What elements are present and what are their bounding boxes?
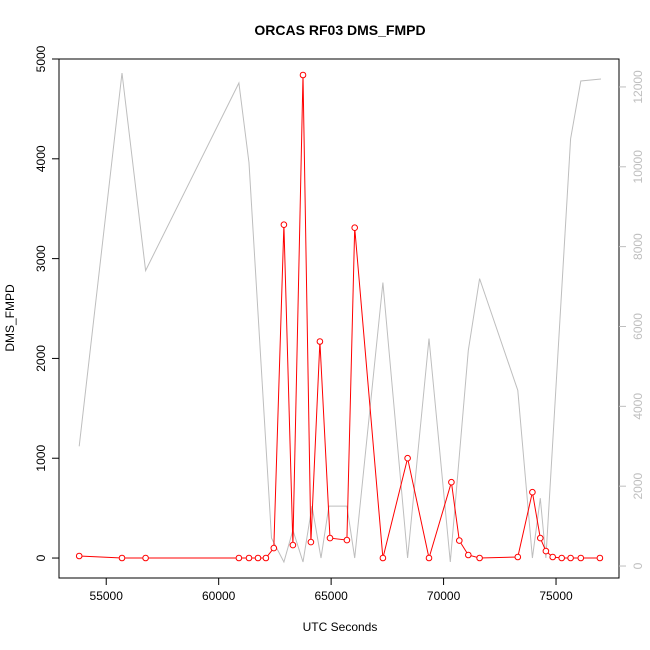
data-point: [343, 536, 351, 544]
data-point: [465, 551, 472, 559]
y-left-tick-label: 3000: [34, 245, 48, 272]
data-point: [529, 488, 536, 496]
y-right-tick-label: 10000: [631, 150, 645, 184]
x-tick-label: 70000: [427, 589, 461, 603]
y-left-tick-label: 5000: [34, 45, 48, 72]
data-point: [289, 541, 297, 549]
y-right-tick-label: 6000: [631, 313, 645, 340]
x-tick-label: 55000: [90, 589, 124, 603]
data-point: [118, 554, 126, 562]
y-right-tick-label: 8000: [631, 233, 645, 260]
data-point: [351, 224, 359, 231]
data-point: [245, 554, 253, 562]
data-point: [75, 552, 83, 560]
data-point: [537, 534, 544, 542]
data-point: [307, 538, 315, 546]
y-axis-right: 0 2000 4000 6000 8000 10000 12000: [619, 70, 645, 569]
data-point: [262, 554, 270, 562]
data-point: [456, 537, 463, 544]
y-right-tick-label: 4000: [631, 393, 645, 420]
y-axis-left: 0 1000 2000 3000 4000 5000: [34, 45, 59, 561]
x-tick-label: 65000: [314, 589, 348, 603]
y-right-tick-label: 0: [631, 562, 645, 569]
data-point: [514, 553, 522, 561]
y-axis-label: DMS_FMPD: [3, 284, 17, 352]
data-point: [326, 534, 334, 542]
y-left-tick-label: 1000: [34, 445, 48, 472]
data-point: [316, 338, 324, 345]
y-right-tick-label: 12000: [631, 70, 645, 104]
data-point: [299, 71, 307, 79]
data-point: [235, 554, 243, 562]
data-point: [577, 554, 585, 562]
y-left-tick-label: 4000: [34, 145, 48, 172]
data-point: [567, 554, 574, 562]
x-axis: 55000 60000 65000 70000 75000: [90, 578, 573, 603]
data-point: [379, 554, 387, 562]
data-point: [549, 553, 557, 561]
data-point: [142, 554, 149, 562]
x-tick-label: 60000: [202, 589, 236, 603]
x-axis-label: UTC Seconds: [303, 620, 378, 634]
series-primary: [75, 71, 604, 562]
secondary-line: [78, 72, 602, 564]
primary-line: [79, 74, 600, 559]
data-point: [596, 554, 604, 562]
y-left-tick-label: 2000: [34, 345, 48, 372]
data-point: [270, 544, 278, 552]
data-point: [542, 547, 550, 555]
data-point: [476, 554, 483, 562]
data-point: [404, 454, 411, 462]
data-point: [280, 221, 288, 228]
data-point: [425, 554, 433, 562]
data-point: [558, 554, 566, 562]
y-left-tick-label: 0: [34, 554, 48, 561]
x-tick-label: 75000: [539, 589, 573, 603]
plot-frame: [58, 58, 620, 579]
data-point: [448, 478, 455, 486]
data-point: [254, 554, 262, 562]
chart-title: ORCAS RF03 DMS_FMPD: [254, 22, 425, 38]
y-right-tick-label: 2000: [631, 473, 645, 500]
series-secondary: [78, 72, 602, 564]
